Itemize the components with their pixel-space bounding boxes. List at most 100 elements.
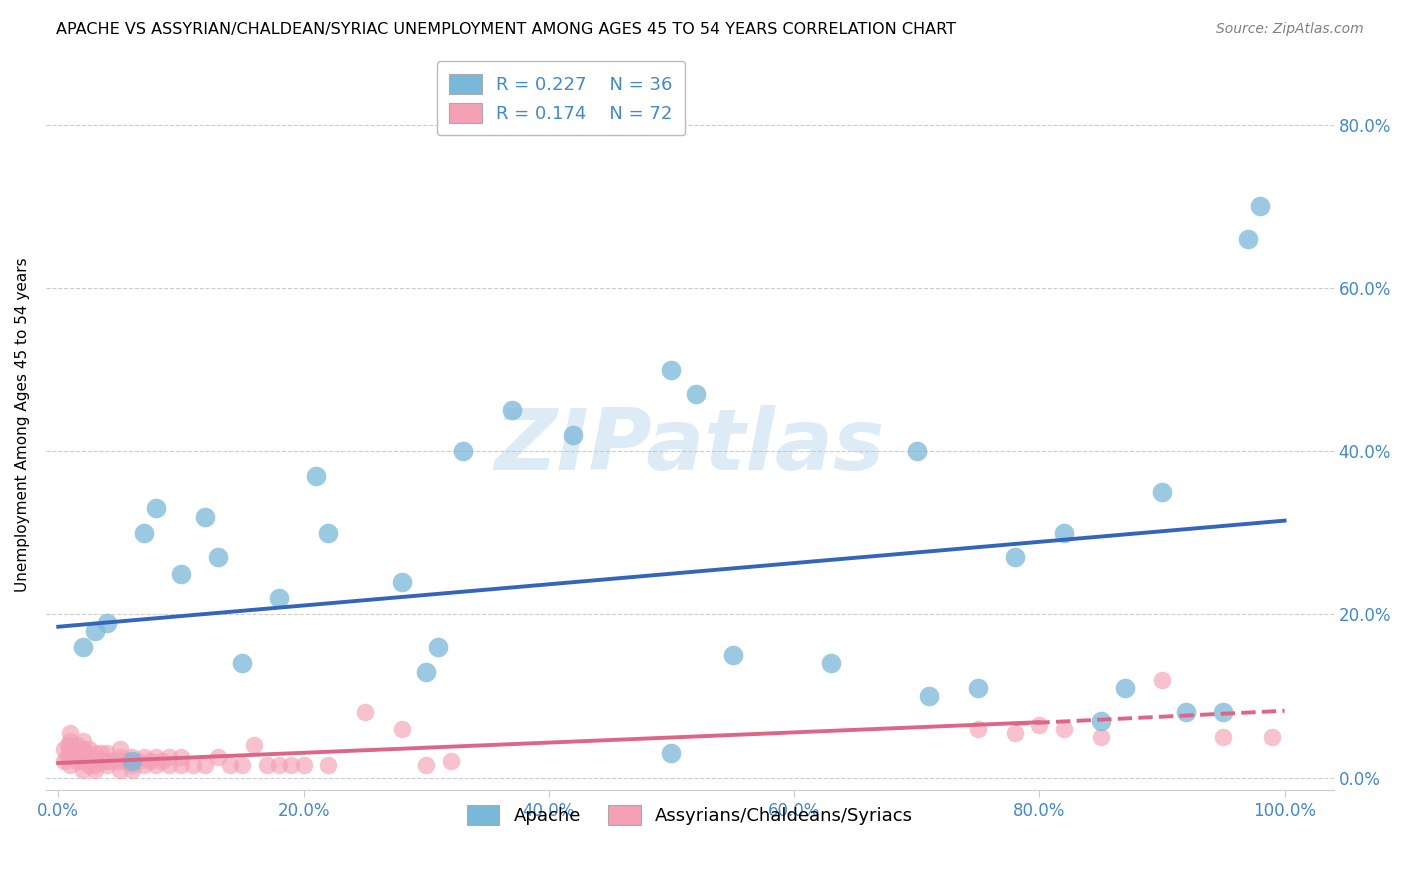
Point — [59, 734, 82, 748]
Point — [207, 750, 229, 764]
Point — [391, 574, 413, 589]
Point — [1249, 199, 1271, 213]
Point — [121, 755, 143, 769]
Point — [231, 758, 253, 772]
Point — [1261, 730, 1284, 744]
Point — [562, 428, 585, 442]
Point — [267, 758, 290, 772]
Point — [1004, 550, 1026, 565]
Point — [1150, 485, 1173, 500]
Point — [967, 681, 990, 695]
Point — [66, 755, 89, 769]
Point — [194, 758, 217, 772]
Point — [1028, 717, 1050, 731]
Point — [108, 742, 131, 756]
Point — [84, 624, 107, 638]
Y-axis label: Unemployment Among Ages 45 to 54 years: Unemployment Among Ages 45 to 54 years — [15, 258, 30, 592]
Point — [1212, 730, 1234, 744]
Point — [440, 755, 463, 769]
Point — [685, 387, 707, 401]
Point — [59, 758, 82, 772]
Point — [1053, 722, 1076, 736]
Point — [132, 758, 155, 772]
Point — [90, 746, 112, 760]
Point — [391, 722, 413, 736]
Point — [121, 750, 143, 764]
Text: ZIPatlas: ZIPatlas — [495, 405, 884, 488]
Point — [59, 742, 82, 756]
Point — [1053, 525, 1076, 540]
Point — [267, 591, 290, 606]
Point — [108, 750, 131, 764]
Point — [96, 615, 118, 630]
Point — [1175, 706, 1198, 720]
Point — [1150, 673, 1173, 687]
Point — [72, 763, 94, 777]
Point — [1236, 232, 1258, 246]
Point — [170, 566, 193, 581]
Point — [231, 657, 253, 671]
Point — [1090, 714, 1112, 728]
Point — [170, 750, 193, 764]
Point — [53, 755, 76, 769]
Point — [72, 750, 94, 764]
Point — [721, 648, 744, 663]
Point — [84, 746, 107, 760]
Point — [72, 734, 94, 748]
Point — [661, 362, 683, 376]
Point — [103, 755, 125, 769]
Point — [820, 657, 842, 671]
Point — [90, 755, 112, 769]
Point — [66, 738, 89, 752]
Point — [145, 758, 167, 772]
Point — [84, 755, 107, 769]
Point — [77, 742, 100, 756]
Point — [207, 550, 229, 565]
Point — [139, 755, 162, 769]
Point — [967, 722, 990, 736]
Point — [427, 640, 450, 654]
Point — [305, 468, 328, 483]
Point — [1114, 681, 1136, 695]
Legend: Apache, Assyrians/Chaldeans/Syriacs: Apache, Assyrians/Chaldeans/Syriacs — [456, 794, 924, 836]
Point — [292, 758, 315, 772]
Point — [59, 726, 82, 740]
Point — [157, 758, 180, 772]
Point — [219, 758, 242, 772]
Point — [96, 755, 118, 769]
Point — [96, 758, 118, 772]
Point — [145, 750, 167, 764]
Point — [108, 755, 131, 769]
Point — [96, 746, 118, 760]
Point — [72, 755, 94, 769]
Point — [53, 742, 76, 756]
Point — [66, 746, 89, 760]
Point — [256, 758, 278, 772]
Point — [181, 758, 204, 772]
Point — [77, 758, 100, 772]
Point — [353, 706, 375, 720]
Point — [152, 755, 174, 769]
Point — [316, 758, 339, 772]
Point — [905, 444, 928, 458]
Point — [918, 689, 941, 703]
Point — [84, 758, 107, 772]
Point — [108, 763, 131, 777]
Point — [72, 640, 94, 654]
Point — [56, 750, 79, 764]
Point — [77, 750, 100, 764]
Point — [59, 750, 82, 764]
Point — [121, 758, 143, 772]
Point — [157, 750, 180, 764]
Point — [451, 444, 474, 458]
Text: APACHE VS ASSYRIAN/CHALDEAN/SYRIAC UNEMPLOYMENT AMONG AGES 45 TO 54 YEARS CORREL: APACHE VS ASSYRIAN/CHALDEAN/SYRIAC UNEMP… — [56, 22, 956, 37]
Point — [127, 755, 149, 769]
Point — [170, 758, 193, 772]
Point — [1004, 726, 1026, 740]
Text: Source: ZipAtlas.com: Source: ZipAtlas.com — [1216, 22, 1364, 37]
Point — [280, 758, 302, 772]
Point — [132, 750, 155, 764]
Point — [243, 738, 266, 752]
Point — [1212, 706, 1234, 720]
Point — [145, 501, 167, 516]
